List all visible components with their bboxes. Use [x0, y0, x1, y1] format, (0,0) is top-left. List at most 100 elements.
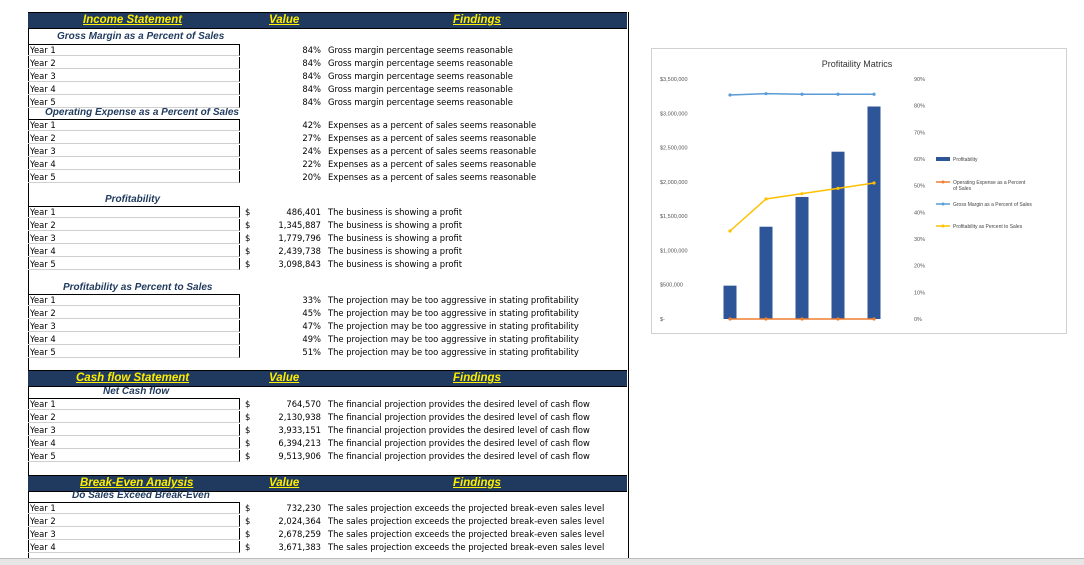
- findings-header: Findings: [453, 477, 501, 489]
- row-label: Year 2: [28, 515, 240, 527]
- row-value: 33%: [302, 295, 321, 305]
- row-label: Year 3: [28, 145, 240, 157]
- table-row[interactable]: Year 5 $9,513,906 The financial projection…: [28, 450, 627, 462]
- legend-swatch-point: [941, 224, 945, 228]
- series-point: [800, 92, 804, 96]
- table-row[interactable]: Year 4 $2,439,738 The business is showing …: [28, 245, 627, 257]
- row-value: 47%: [302, 321, 321, 331]
- table-row[interactable]: Year 5 $3,098,843 The business is showing …: [28, 258, 627, 270]
- row-value: 84%: [302, 84, 321, 94]
- row-value: 1,345,887: [278, 220, 321, 230]
- row-finding: The business is showing a profit: [328, 233, 463, 243]
- row-value: 6,394,213: [278, 438, 321, 448]
- row-finding: Gross margin percentage seems reasonable: [328, 58, 513, 68]
- row-finding: The financial projection provides the de…: [328, 412, 590, 422]
- table-row[interactable]: Year 1 $486,401 The business is showing a …: [28, 206, 627, 218]
- row-value: 24%: [302, 146, 321, 156]
- row-label: Year 3: [28, 70, 240, 82]
- table-row[interactable]: Year 4 $6,394,213 The financial projection…: [28, 437, 627, 449]
- row-label: Year 2: [28, 132, 240, 144]
- row-value: 486,401: [286, 207, 321, 217]
- table-row[interactable]: Year 3 84% Gross margin percentage seems r…: [28, 70, 627, 82]
- table-row[interactable]: Year 4 84% Gross margin percentage seems r…: [28, 83, 627, 95]
- value-header: Value: [269, 14, 300, 26]
- profitability-chart[interactable]: Profitaility Matrics $- $500,000 $1,000,000…: [651, 48, 1067, 334]
- series-point: [872, 181, 876, 185]
- table-row[interactable]: Year 4 49% The projection may be too aggre…: [28, 333, 627, 345]
- table-row[interactable]: Year 5 51% The projection may be too aggre…: [28, 346, 627, 358]
- chart-title: Profitaility Matrics: [822, 59, 893, 69]
- row-value: 2,678,259: [278, 529, 321, 539]
- series-point: [728, 317, 732, 321]
- table-row[interactable]: Year 3 24% Expenses as a percent of sales …: [28, 145, 627, 157]
- table-row[interactable]: Year 1 33% The projection may be too aggre…: [28, 294, 627, 306]
- bar-year-3: [795, 196, 809, 319]
- currency-symbol: $: [245, 233, 251, 243]
- table-row[interactable]: Year 2 $2,024,364 The sales projection exc…: [28, 515, 627, 527]
- row-label: Year 2: [28, 57, 240, 69]
- left-axis-tick-label: $-: [660, 317, 665, 323]
- table-row[interactable]: Year 5 20% Expenses as a percent of sales …: [28, 171, 627, 183]
- legend-swatch-point: [941, 180, 945, 184]
- row-finding: The business is showing a profit: [328, 207, 463, 217]
- row-value: 84%: [302, 97, 321, 107]
- bar-year-4: [831, 151, 845, 319]
- row-value: 22%: [302, 159, 321, 169]
- row-label: Year 5: [28, 346, 240, 358]
- table-row[interactable]: Year 1 $764,570 The financial projection p…: [28, 398, 627, 410]
- row-label: Year 3: [28, 320, 240, 332]
- table-row[interactable]: Year 1 84% Gross margin percentage seems r…: [28, 44, 627, 56]
- currency-symbol: $: [245, 412, 251, 422]
- divider: [28, 502, 240, 503]
- row-label: Year 4: [28, 437, 240, 449]
- table-row[interactable]: Year 2 84% Gross margin percentage seems r…: [28, 57, 627, 69]
- table-row[interactable]: Year 2 $1,345,887 The business is showing …: [28, 219, 627, 231]
- table-row[interactable]: Year 4 $3,671,383 The sales projection exc…: [28, 541, 627, 553]
- cash-flow-header: Cash flow Statement Value Findings: [28, 370, 627, 387]
- table-row[interactable]: Year 3 $3,933,151 The financial projection…: [28, 424, 627, 436]
- table-row[interactable]: Year 3 $2,678,259 The sales projection exc…: [28, 528, 627, 540]
- row-label: Year 4: [28, 541, 240, 553]
- currency-symbol: $: [245, 399, 251, 409]
- series-point: [800, 192, 804, 196]
- table-row[interactable]: Year 3 $1,779,796 The business is showing …: [28, 232, 627, 244]
- table-row[interactable]: Year 1 42% Expenses as a percent of sales …: [28, 119, 627, 131]
- divider: [28, 206, 240, 207]
- left-axis-tick-label: $500,000: [660, 283, 683, 289]
- currency-symbol: $: [245, 503, 251, 513]
- table-row[interactable]: Year 5 84% Gross margin percentage seems r…: [28, 96, 627, 108]
- right-axis-tick-label: 80%: [914, 104, 925, 110]
- horizontal-scrollbar[interactable]: [0, 558, 1084, 565]
- left-axis-tick-label: $3,000,000: [660, 111, 688, 117]
- table-row[interactable]: Year 3 47% The projection may be too aggre…: [28, 320, 627, 332]
- row-finding: The business is showing a profit: [328, 246, 463, 256]
- table-row[interactable]: Year 2 45% The projection may be too aggre…: [28, 307, 627, 319]
- findings-header: Findings: [453, 372, 501, 384]
- group-title-gross-margin: Gross Margin as a Percent of Sales: [57, 31, 225, 42]
- income-statement-title: Income Statement: [83, 14, 183, 26]
- row-label: Year 3: [28, 528, 240, 540]
- row-value: 3,098,843: [278, 259, 321, 269]
- income-statement-header: Income Statement Value Findings: [28, 12, 627, 29]
- table-row[interactable]: Year 2 $2,130,938 The financial projection…: [28, 411, 627, 423]
- row-finding: The sales projection exceeds the project…: [328, 516, 605, 526]
- legend-entry: Gross Margin as a Percent of Sales: [953, 202, 1032, 208]
- legend-swatch-point: [941, 202, 945, 206]
- value-header: Value: [269, 372, 300, 384]
- group-title-net-cash: Net Cash flow: [103, 386, 170, 397]
- row-value: 2,439,738: [278, 246, 321, 256]
- table-row[interactable]: Year 4 22% Expenses as a percent of sales …: [28, 158, 627, 170]
- series-point: [836, 92, 840, 96]
- row-finding: The sales projection exceeds the project…: [328, 503, 605, 513]
- row-finding: The projection may be too aggressive in …: [328, 308, 579, 318]
- currency-symbol: $: [245, 438, 251, 448]
- currency-symbol: $: [245, 259, 251, 269]
- bar-year-2: [759, 226, 773, 319]
- row-value: 20%: [302, 172, 321, 182]
- currency-symbol: $: [245, 529, 251, 539]
- left-axis-tick-label: $1,000,000: [660, 248, 688, 254]
- series-point: [728, 93, 732, 97]
- table-row[interactable]: Year 2 27% Expenses as a percent of sales …: [28, 132, 627, 144]
- table-row[interactable]: Year 1 $732,230 The sales projection excee…: [28, 502, 627, 514]
- divider: [28, 294, 240, 295]
